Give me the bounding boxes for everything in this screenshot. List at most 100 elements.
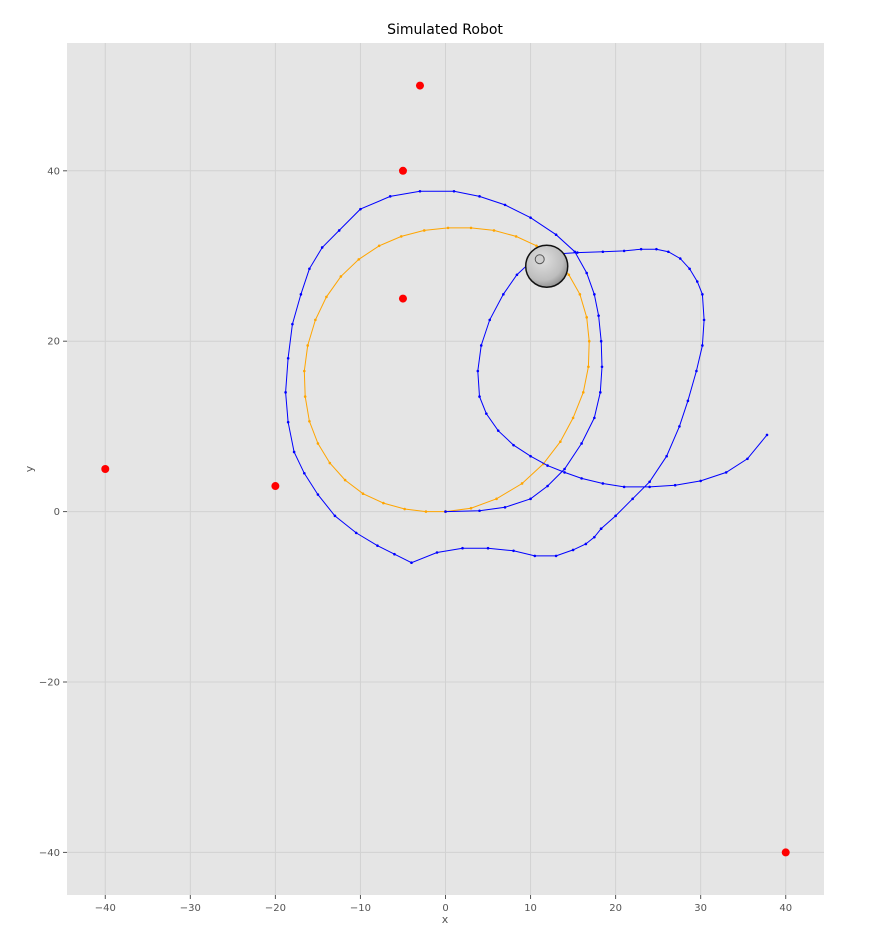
estimated-path-point [446,226,450,230]
true-path-point [478,395,481,398]
estimated-path-point [469,226,473,230]
true-path-point [533,554,537,558]
true-path-point [585,271,588,275]
estimated-path-point [403,507,406,511]
estimated-path-point [328,461,332,465]
x-tick-label: 30 [694,903,707,914]
true-path-point [563,467,566,471]
estimated-path-point [303,395,307,398]
x-axis-label: x [442,913,449,926]
true-path-point [631,497,634,501]
true-path-point [496,429,500,432]
estimated-path-point [567,273,571,277]
true-path-point [444,510,447,513]
y-tick-label: 0 [54,507,60,518]
true-path-point [699,479,702,483]
estimated-path-point [495,497,498,501]
true-path-point [337,229,341,232]
true-path-point [503,506,507,509]
estimated-path-line [303,227,590,513]
estimated-path-point [308,419,311,423]
estimated-path-point [571,416,575,420]
landmark-point [398,166,407,175]
estimated-path-point [587,365,590,369]
landmark-point [398,294,407,303]
x-tick-label: −30 [180,903,201,914]
true-path-point [765,433,769,437]
robot-body [524,244,569,288]
true-path-point [512,443,515,447]
true-path-point [461,546,464,550]
y-axis-ticks: −40 −20 0 20 40 [39,166,67,859]
robot-marker [524,244,569,288]
true-path-point [599,339,603,343]
true-path-point [580,442,583,445]
true-path-point [702,318,706,322]
true-path-point [503,203,507,207]
true-path-point [622,249,626,253]
estimated-path-point [424,510,428,513]
true-path-point [354,531,358,535]
y-tick-label: −40 [39,848,60,859]
true-path-point [410,561,413,565]
true-path-point [529,454,532,458]
true-path-point [478,195,481,198]
true-path-point [554,233,558,236]
estimated-path-point [325,295,328,299]
true-path-point [479,344,483,347]
true-path-point [515,273,519,277]
landmark-point [101,465,110,473]
estimated-path-point [578,293,582,296]
true-path-point [648,480,651,484]
true-path-point [678,425,681,428]
landmarks [101,81,790,857]
true-path-point [320,246,324,249]
true-path-point [435,551,439,554]
true-path-point [614,514,617,518]
estimated-path-point [581,391,585,394]
grid [67,43,824,895]
true-path-point [695,280,699,283]
true-path-point [308,267,311,271]
estimated-path-point [343,478,347,482]
true-path-point [639,247,643,251]
true-path-point [584,542,588,546]
true-path-point [316,493,320,496]
x-tick-label: 0 [442,903,448,914]
true-path-point [529,216,532,219]
true-path-point [512,549,515,553]
estimated-path-point [303,369,306,373]
estimated-path-point [514,235,518,238]
true-path-point [563,471,566,474]
true-path-point [502,293,505,296]
estimated-path-point [520,482,524,485]
true-path-point [746,457,749,461]
estimated-path-point [469,506,473,510]
true-path-point [678,257,682,260]
true-path-point [648,485,651,489]
true-path-point [695,369,698,373]
true-path-point [303,471,306,475]
true-path-point [452,189,456,193]
true-path-point [724,471,728,474]
true-path-point [488,318,492,322]
true-path-point [286,420,290,424]
true-path-point [476,369,480,373]
x-tick-label: 20 [609,903,622,914]
true-path-point [359,207,362,211]
true-path-point [599,527,603,530]
estimated-path-point [587,339,591,343]
x-tick-label: −40 [95,903,116,914]
estimated-path-point [535,244,538,248]
true-path-point [580,477,583,480]
true-path-point [600,365,604,369]
estimated-path-point [377,244,381,248]
true-path-point [478,509,481,513]
true-path-point [655,247,658,251]
true-path-point [486,546,490,550]
x-tick-label: −20 [265,903,286,914]
true-path-point [554,554,558,558]
estimated-path-point [361,492,365,496]
estimated-path-point [559,440,562,444]
true-path-point [286,356,290,360]
